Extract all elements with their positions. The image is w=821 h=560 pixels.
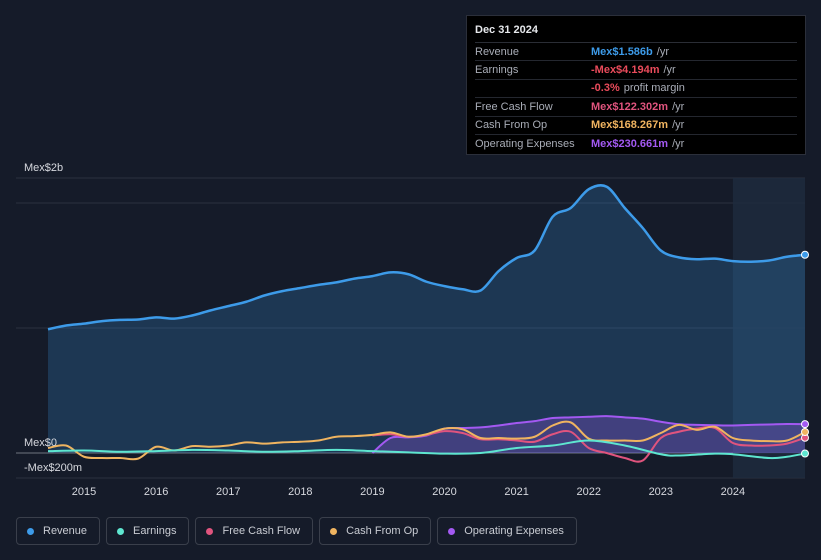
forecast-highlight-band xyxy=(732,178,805,478)
tooltip-row: Operating Expenses Mex$230.661m/yr xyxy=(475,135,797,152)
legend-item-revenue[interactable]: Revenue xyxy=(16,517,101,545)
x-tick-label: 2022 xyxy=(576,486,600,498)
legend-label: Revenue xyxy=(43,525,88,537)
revenue-endpoint xyxy=(801,250,809,259)
legend-label: Earnings xyxy=(133,525,177,537)
series-lines xyxy=(47,183,806,463)
x-tick-label: 2024 xyxy=(721,486,745,498)
data-tooltip: Dec 31 2024 Revenue Mex$1.586b/yr Earnings… xyxy=(466,15,806,155)
x-tick-label: 2016 xyxy=(144,486,168,498)
earnings-endpoint xyxy=(801,449,809,458)
legend-item-cash-from-op[interactable]: Cash From Op xyxy=(319,517,432,545)
tooltip-row: Earnings -Mex$4.194m/yr xyxy=(475,61,797,80)
tooltip-row: Free Cash Flow Mex$122.302m/yr xyxy=(475,98,797,117)
tooltip-value: Mex$1.586b xyxy=(591,45,653,58)
tooltip-suffix: /yr xyxy=(672,119,685,132)
legend-dot-icon xyxy=(206,527,214,535)
operating-expenses-endpoint xyxy=(801,420,809,429)
x-tick-label: 2020 xyxy=(432,486,456,498)
legend-item-free-cash-flow[interactable]: Free Cash Flow xyxy=(195,517,314,545)
tooltip-value: -0.3% xyxy=(591,82,620,95)
tooltip-label: Operating Expenses xyxy=(475,137,575,150)
legend-label: Cash From Op xyxy=(346,525,419,537)
x-axis-labels: 2015 2016 2017 2018 2019 2020 2021 2022 2023 2024 xyxy=(72,486,745,498)
chart-legend: Revenue Earnings Free Cash Flow Cash From O… xyxy=(16,517,577,545)
y-tick-label: -Mex$200m xyxy=(24,462,82,474)
tooltip-label: Free Cash Flow xyxy=(475,100,553,113)
series-endpoints xyxy=(801,250,809,458)
tooltip-suffix: /yr xyxy=(663,64,676,77)
tooltip-value: Mex$122.302m xyxy=(591,100,669,113)
tooltip-value: Mex$230.661m xyxy=(591,137,669,150)
legend-dot-icon xyxy=(448,527,456,535)
legend-item-operating-expenses[interactable]: Operating Expenses xyxy=(437,517,577,545)
legend-item-earnings[interactable]: Earnings xyxy=(106,517,190,545)
tooltip-label: Cash From Op xyxy=(475,119,548,132)
legend-dot-icon xyxy=(330,527,338,535)
x-tick-label: 2017 xyxy=(216,486,240,498)
x-tick-label: 2015 xyxy=(72,486,96,498)
revenue-line xyxy=(47,183,806,331)
free-cash-flow-line xyxy=(372,425,806,463)
legend-dot-icon xyxy=(117,527,125,535)
tooltip-label: Earnings xyxy=(475,64,519,77)
legend-label: Free Cash Flow xyxy=(222,525,301,537)
legend-dot-icon xyxy=(27,527,34,535)
tooltip-label: Revenue xyxy=(475,45,520,58)
tooltip-value: Mex$168.267m xyxy=(591,119,669,132)
tooltip-row: Revenue Mex$1.586b/yr xyxy=(475,43,797,62)
x-tick-label: 2023 xyxy=(649,486,673,498)
tooltip-suffix: profit margin xyxy=(623,82,685,95)
x-tick-label: 2019 xyxy=(360,486,384,498)
x-tick-label: 2018 xyxy=(288,486,312,498)
earnings-line xyxy=(47,439,806,460)
series-areas xyxy=(48,185,805,453)
tooltip-suffix: /yr xyxy=(656,45,669,58)
y-tick-label: Mex$0 xyxy=(24,437,57,449)
tooltip-suffix: /yr xyxy=(672,137,685,150)
y-tick-label: Mex$2b xyxy=(24,162,63,174)
revenue-area xyxy=(48,185,805,453)
cash-from-op-endpoint xyxy=(801,428,809,436)
x-tick-label: 2021 xyxy=(504,486,528,498)
tooltip-value: -Mex$4.194m xyxy=(591,64,660,77)
tooltip-row: Cash From Op Mex$168.267m/yr xyxy=(475,117,797,135)
tooltip-row: -0.3% profit margin xyxy=(475,80,797,99)
legend-label: Operating Expenses xyxy=(464,525,564,537)
tooltip-date: Dec 31 2024 xyxy=(475,24,797,43)
tooltip-suffix: /yr xyxy=(672,100,685,113)
y-axis-labels: Mex$2b Mex$0 -Mex$200m xyxy=(24,162,82,474)
